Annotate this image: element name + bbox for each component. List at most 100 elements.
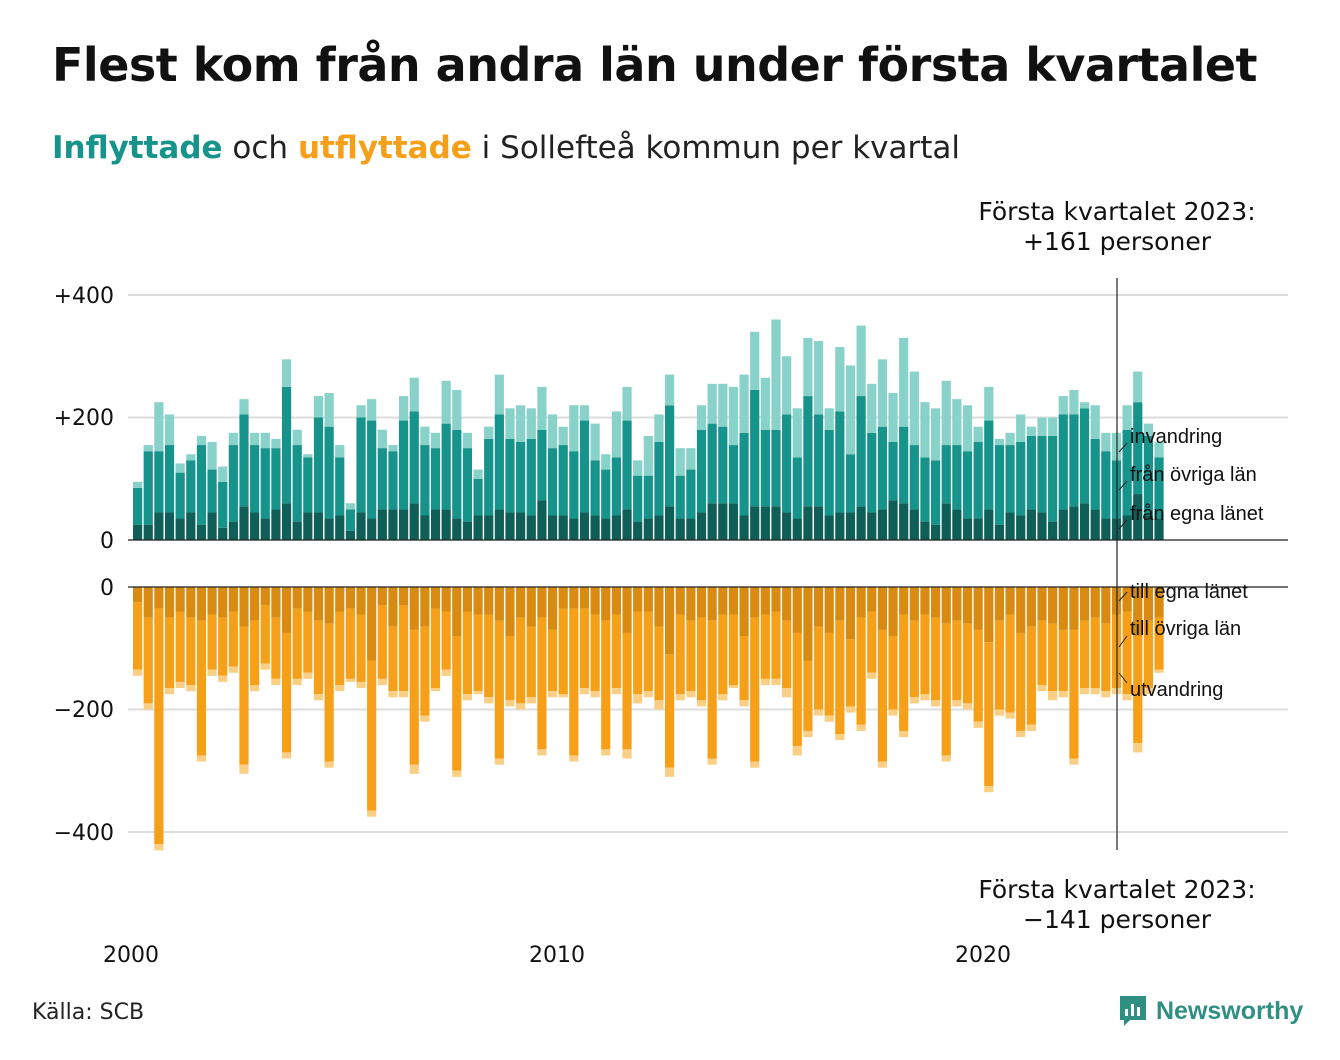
- in-bar-1-41: [569, 451, 579, 519]
- in-bar-2-17: [313, 396, 324, 418]
- in-bar-1-91: [1101, 451, 1111, 519]
- in-bar-0-48: [643, 518, 653, 540]
- out-bar-1-63: [803, 660, 813, 731]
- out-bar-2-11: [250, 685, 260, 692]
- in-bar-1-38: [537, 429, 547, 501]
- in-bar-0-49: [654, 515, 664, 540]
- out-bar-0-25: [399, 587, 409, 606]
- in-bar-1-80: [984, 420, 994, 510]
- in-bar-0-21: [356, 512, 366, 540]
- series-label-fran-ovriga-lan: från övriga län: [1130, 464, 1257, 486]
- in-bar-1-73: [909, 445, 919, 510]
- out-bar-0-85: [1037, 587, 1047, 621]
- out-bar-0-39: [547, 587, 558, 630]
- out-bar-0-46: [622, 587, 632, 633]
- out-bar-1-15: [292, 608, 302, 679]
- out-bar-2-67: [845, 706, 856, 713]
- in-bar-0-69: [867, 512, 877, 540]
- y-tick-bottom-0: 0: [100, 576, 114, 601]
- in-bar-2-66: [835, 347, 845, 412]
- out-bar-0-75: [931, 587, 941, 618]
- out-bar-1-10: [239, 626, 249, 765]
- out-bar-2-79: [973, 721, 983, 728]
- out-bar-1-85: [1037, 620, 1047, 685]
- out-bar-2-23: [377, 678, 387, 686]
- in-bar-0-51: [675, 518, 685, 540]
- out-bar-1-18: [324, 623, 334, 762]
- out-bar-1-95: [1143, 620, 1153, 689]
- out-bar-1-55: [718, 614, 728, 695]
- out-bar-2-7: [207, 669, 217, 676]
- in-bar-2-42: [579, 405, 590, 421]
- in-bar-1-39: [547, 448, 558, 516]
- in-bar-0-82: [1005, 512, 1015, 540]
- in-bar-1-36: [516, 442, 526, 513]
- out-bar-2-21: [356, 681, 366, 689]
- in-bar-2-1: [143, 445, 153, 452]
- in-bar-0-7: [207, 512, 217, 540]
- out-bar-2-66: [835, 734, 845, 741]
- in-bar-2-27: [420, 426, 430, 446]
- out-bar-2-38: [537, 749, 547, 756]
- in-bar-2-82: [1005, 432, 1015, 446]
- in-bar-0-14: [281, 503, 292, 540]
- out-bar-0-22: [367, 587, 377, 661]
- in-bar-2-36: [516, 405, 526, 442]
- in-bar-1-74: [920, 457, 930, 522]
- out-bar-2-1: [143, 703, 153, 710]
- y-axis-labels: +400 +200 0 0 −200 −400: [54, 284, 114, 846]
- out-bar-0-9: [228, 587, 238, 612]
- x-tick-2000: 2000: [103, 943, 159, 968]
- in-bar-2-67: [845, 365, 856, 455]
- out-bar-0-47: [633, 587, 643, 612]
- in-bar-2-75: [931, 408, 941, 461]
- in-bar-0-93: [1122, 515, 1132, 540]
- in-bar-2-21: [356, 405, 366, 418]
- out-bar-1-80: [984, 642, 994, 787]
- out-bar-1-42: [579, 608, 590, 689]
- out-bar-2-24: [388, 691, 398, 698]
- in-bar-0-1: [143, 524, 153, 540]
- out-bar-0-78: [962, 587, 973, 624]
- in-bar-1-31: [462, 448, 473, 522]
- in-bar-0-57: [739, 515, 749, 540]
- chart-bubble-icon: [1120, 996, 1146, 1026]
- out-bar-2-27: [420, 715, 430, 722]
- out-bar-2-89: [1079, 688, 1090, 695]
- out-bar-1-38: [537, 617, 547, 750]
- out-bar-1-72: [899, 614, 909, 731]
- out-bar-0-91: [1101, 587, 1111, 624]
- out-bar-1-5: [186, 617, 196, 686]
- in-bar-0-60: [771, 506, 781, 540]
- out-bar-0-86: [1048, 587, 1058, 624]
- out-bar-0-60: [771, 587, 781, 612]
- out-bar-0-70: [877, 587, 887, 630]
- out-bar-1-19: [335, 611, 345, 685]
- out-bar-2-47: [633, 694, 643, 704]
- out-bar-1-78: [962, 623, 973, 704]
- in-bar-0-26: [409, 503, 419, 540]
- out-bar-2-88: [1069, 758, 1079, 765]
- in-bar-0-30: [452, 518, 462, 540]
- out-bar-0-87: [1058, 587, 1068, 630]
- out-bar-1-9: [228, 611, 238, 667]
- out-bar-2-18: [324, 761, 334, 768]
- x-tick-2020: 2020: [955, 943, 1011, 968]
- series-labels: invandring från övriga län från egna län…: [1118, 426, 1264, 701]
- out-bar-1-35: [505, 636, 515, 701]
- in-bar-0-63: [803, 506, 813, 540]
- label-line-till-egna-lanet: [1118, 591, 1128, 602]
- out-bar-1-13: [271, 617, 281, 679]
- out-bar-1-45: [611, 614, 621, 689]
- in-bar-1-59: [760, 429, 770, 507]
- out-bar-0-36: [516, 587, 526, 618]
- out-bar-1-91: [1101, 623, 1111, 692]
- out-bar-2-46: [622, 749, 632, 759]
- in-bar-2-20: [345, 503, 355, 510]
- in-bar-0-80: [984, 509, 994, 541]
- in-bar-1-67: [845, 454, 856, 513]
- out-bar-0-84: [1026, 587, 1036, 627]
- in-bar-2-76: [941, 380, 951, 446]
- out-bar-0-42: [579, 587, 590, 609]
- in-bar-2-50: [665, 374, 675, 406]
